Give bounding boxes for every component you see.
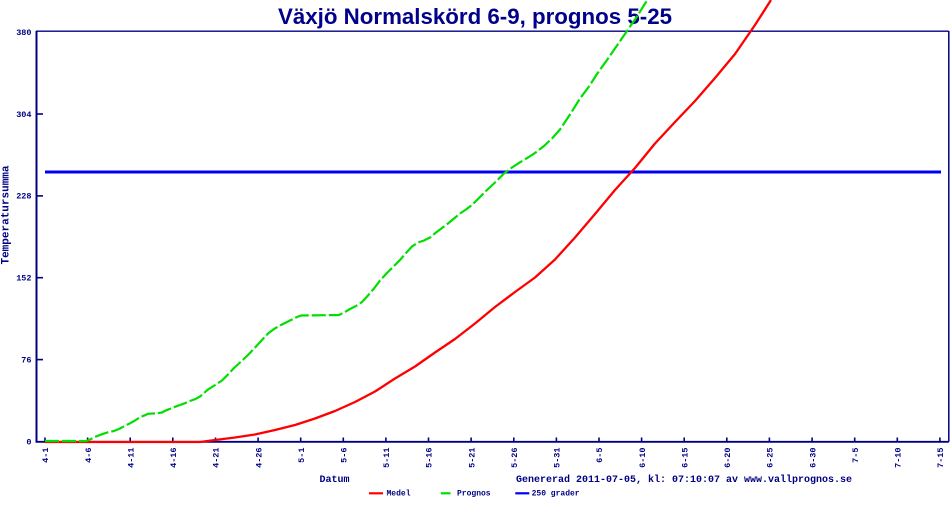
svg-text:0: 0: [26, 437, 31, 447]
svg-text:7-15: 7-15: [936, 448, 946, 468]
svg-text:304: 304: [16, 110, 31, 120]
svg-text:7-5: 7-5: [851, 448, 861, 463]
svg-text:Prognos: Prognos: [457, 490, 491, 499]
svg-text:4-21: 4-21: [212, 448, 222, 468]
svg-text:5-31: 5-31: [553, 448, 563, 468]
svg-text:6-30: 6-30: [808, 448, 818, 468]
svg-text:Datum: Datum: [320, 475, 350, 486]
svg-text:4-1: 4-1: [41, 448, 51, 463]
svg-text:5-1: 5-1: [297, 448, 307, 463]
svg-text:6-25: 6-25: [766, 448, 776, 468]
svg-text:6-20: 6-20: [723, 448, 733, 468]
svg-text:5-11: 5-11: [382, 448, 392, 468]
svg-text:5-26: 5-26: [510, 448, 520, 468]
svg-text:7-10: 7-10: [894, 448, 904, 468]
svg-text:228: 228: [16, 192, 31, 202]
svg-text:380: 380: [16, 28, 31, 38]
svg-text:5-16: 5-16: [425, 448, 435, 468]
svg-text:Temperatursumma: Temperatursumma: [1, 165, 13, 264]
svg-text:4-16: 4-16: [169, 448, 179, 468]
svg-text:4-26: 4-26: [254, 448, 264, 468]
svg-text:Medel: Medel: [387, 490, 411, 499]
svg-text:250 grader: 250 grader: [532, 490, 580, 499]
svg-text:6-5: 6-5: [595, 448, 605, 463]
svg-text:6-15: 6-15: [680, 448, 690, 468]
svg-text:4-11: 4-11: [126, 448, 136, 468]
svg-text:76: 76: [21, 355, 31, 365]
svg-text:Genererad 2011-07-05, kl: 07:1: Genererad 2011-07-05, kl: 07:10:07 av ww…: [516, 474, 852, 486]
svg-text:152: 152: [16, 274, 31, 284]
svg-text:5-21: 5-21: [467, 448, 477, 468]
svg-text:4-6: 4-6: [84, 448, 94, 463]
svg-text:5-6: 5-6: [340, 448, 350, 463]
svg-text:Växjö Normalskörd 6-9, prognos: Växjö Normalskörd 6-9, prognos 5-25: [278, 4, 672, 29]
svg-text:6-10: 6-10: [638, 448, 648, 468]
